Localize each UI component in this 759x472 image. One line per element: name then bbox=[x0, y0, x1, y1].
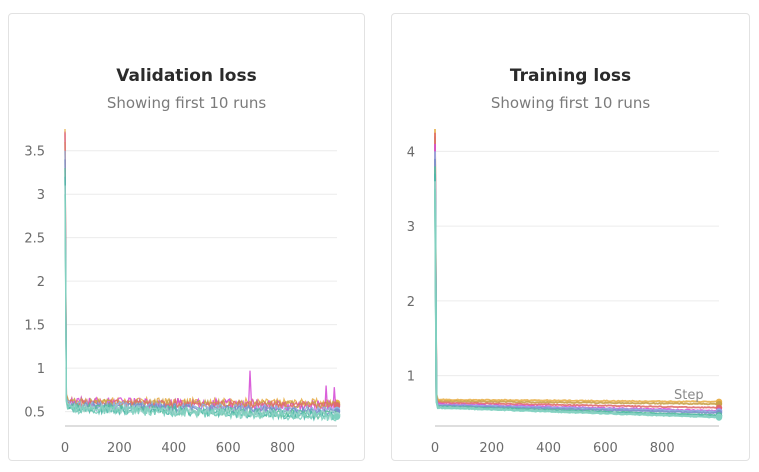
series-end-point bbox=[333, 413, 341, 420]
y-tick-label: 0.5 bbox=[24, 406, 45, 421]
series-line-run-1[interactable] bbox=[64, 128, 338, 409]
series-line-run-6[interactable] bbox=[434, 158, 720, 415]
series-line-run-2[interactable] bbox=[64, 133, 338, 414]
y-tick-label: 1 bbox=[407, 370, 415, 385]
series-line-run-7[interactable] bbox=[434, 166, 720, 417]
series-line-run-4[interactable] bbox=[434, 143, 720, 413]
y-tick-label: 3.5 bbox=[24, 145, 45, 160]
series-line-run-1[interactable] bbox=[434, 128, 719, 404]
x-tick-label: 600 bbox=[216, 441, 241, 456]
chart-subtitle: Showing first 10 runs bbox=[106, 94, 267, 112]
y-tick-label: 1 bbox=[37, 362, 45, 377]
x-tick-label: 0 bbox=[61, 441, 69, 456]
series-line-run-7[interactable] bbox=[64, 168, 338, 421]
series-line-run-3[interactable] bbox=[434, 132, 720, 410]
series-end-point bbox=[715, 414, 723, 421]
y-tick-label: 1.5 bbox=[24, 319, 45, 334]
x-tick-label: 600 bbox=[593, 441, 618, 456]
x-tick-label: 400 bbox=[161, 441, 186, 456]
y-tick-label: 2 bbox=[407, 295, 415, 310]
x-tick-label: 400 bbox=[536, 441, 561, 456]
validation-loss-panel: Validation loss Showing first 10 runs 0.… bbox=[8, 13, 365, 461]
x-tick-label: 0 bbox=[431, 441, 439, 456]
training-loss-chart[interactable]: 1 2 3 4 0 200 400 600 800 Step bbox=[392, 14, 751, 462]
series-line-run-6[interactable] bbox=[64, 159, 338, 416]
x-tick-label: 800 bbox=[650, 441, 675, 456]
y-tick-label: 2.5 bbox=[24, 232, 45, 247]
chart-title: Training loss bbox=[509, 66, 632, 86]
series-line-run-10[interactable] bbox=[434, 188, 719, 419]
series-line-run-9[interactable] bbox=[64, 185, 338, 421]
series-line-run-10[interactable] bbox=[64, 194, 338, 422]
chart-title: Validation loss bbox=[116, 66, 257, 86]
x-tick-label: 200 bbox=[479, 441, 504, 456]
y-tick-label: 3 bbox=[37, 188, 45, 203]
step-annotation: Step bbox=[674, 388, 704, 403]
x-tick-label: 200 bbox=[107, 441, 132, 456]
series-line-run-8[interactable] bbox=[64, 176, 338, 422]
x-tick-label: 800 bbox=[270, 441, 295, 456]
y-tick-label: 2 bbox=[37, 275, 45, 290]
series-line-run-8[interactable] bbox=[434, 173, 720, 418]
series-line-run-5[interactable] bbox=[434, 151, 720, 413]
series-line-run-9[interactable] bbox=[434, 181, 720, 418]
chart-subtitle: Showing first 10 runs bbox=[490, 94, 651, 112]
y-tick-label: 3 bbox=[407, 220, 415, 235]
series-line-run-4[interactable] bbox=[64, 131, 338, 411]
y-tick-label: 4 bbox=[407, 145, 415, 160]
series-line-run-2[interactable] bbox=[434, 136, 720, 406]
validation-loss-chart[interactable]: 0.5 1 1.5 2 2.5 3 3.5 0 200 400 600 800 bbox=[9, 14, 366, 462]
series-line-run-5[interactable] bbox=[64, 150, 338, 416]
training-loss-panel: Training loss Showing first 10 runs 1 2 3 4… bbox=[391, 13, 750, 461]
